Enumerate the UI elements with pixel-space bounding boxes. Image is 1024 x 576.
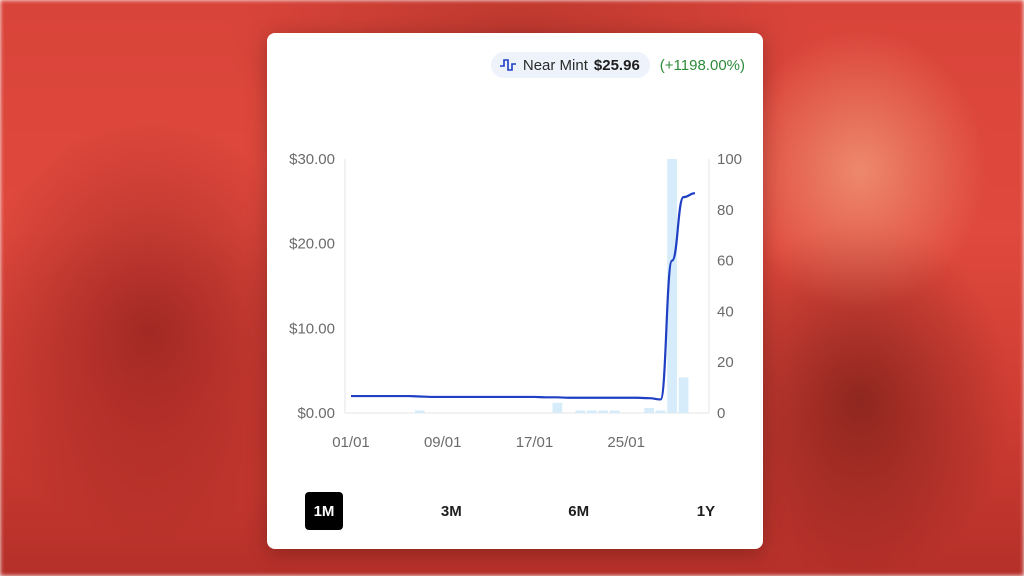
time-range-selector: 1M 3M 6M 1Y <box>305 492 725 530</box>
range-button-3m[interactable]: 3M <box>440 502 462 520</box>
volume-bar <box>598 410 609 413</box>
y-left-tick-label: $30.00 <box>289 151 335 168</box>
legend-label: Near Mint <box>522 56 588 74</box>
volume-bar <box>644 407 655 413</box>
price-chart: $0.00 $10.00 $20.00 $30.00 0 20 40 60 80 100 01/01… <box>289 151 742 451</box>
y-right-tick-label: 20 <box>717 354 734 371</box>
chart-legend: Near Mint $25.96 (+1198.00%) <box>490 51 745 79</box>
volume-bar <box>552 402 563 413</box>
range-button-1y[interactable]: 1Y <box>696 502 716 520</box>
volume-bar <box>655 410 666 413</box>
range-button-6m[interactable]: 6M <box>568 502 590 520</box>
price-history-card: Near Mint $25.96 (+1198.00%) $0.00 $10.00… <box>267 33 763 549</box>
range-button-1m[interactable]: 1M <box>305 492 343 530</box>
legend-price: $25.96 <box>593 56 640 74</box>
volume-bar <box>575 410 586 413</box>
x-tick-label: 09/01 <box>424 434 462 451</box>
y-left-tick-label: $10.00 <box>289 320 335 337</box>
volume-bar <box>609 410 620 413</box>
y-right-tick-label: 0 <box>717 405 725 422</box>
x-tick-label: 01/01 <box>332 434 370 451</box>
y-right-tick-label: 80 <box>717 202 734 219</box>
volume-bar <box>667 159 677 413</box>
x-tick-label: 17/01 <box>516 434 554 451</box>
volume-bar <box>678 377 689 413</box>
legend-percent-change: (+1198.00%) <box>659 56 745 74</box>
step-line-icon <box>499 57 517 73</box>
y-right-tick-label: 60 <box>717 253 734 270</box>
y-left-tick-label: $0.00 <box>297 405 335 422</box>
y-left-tick-label: $20.00 <box>289 236 335 253</box>
y-right-tick-label: 100 <box>717 151 742 168</box>
volume-bar <box>586 410 597 413</box>
volume-bar <box>414 410 425 413</box>
y-right-tick-label: 40 <box>717 303 734 320</box>
price-line <box>351 192 696 401</box>
x-tick-label: 25/01 <box>607 434 645 451</box>
legend-item-near-mint[interactable]: Near Mint $25.96 <box>490 52 650 78</box>
